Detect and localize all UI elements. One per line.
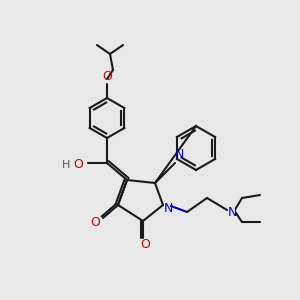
Text: O: O (73, 158, 83, 170)
Text: N: N (163, 202, 173, 214)
Text: N: N (227, 206, 237, 218)
Text: O: O (140, 238, 150, 251)
Text: O: O (102, 70, 112, 83)
Text: O: O (90, 215, 100, 229)
Text: H: H (61, 160, 70, 170)
Text: N: N (174, 148, 184, 160)
